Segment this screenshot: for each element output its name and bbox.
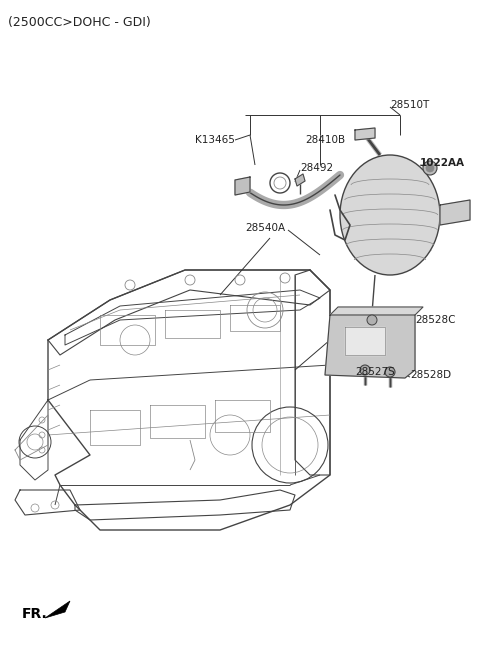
Text: 28410B: 28410B <box>305 135 345 145</box>
Circle shape <box>423 161 437 175</box>
Polygon shape <box>355 128 375 140</box>
Circle shape <box>426 164 434 172</box>
Text: (2500CC>DOHC - GDI): (2500CC>DOHC - GDI) <box>8 16 151 29</box>
Text: 28527S: 28527S <box>355 367 395 377</box>
Polygon shape <box>330 307 423 315</box>
Circle shape <box>367 315 377 325</box>
Text: FR.: FR. <box>22 607 48 621</box>
Circle shape <box>360 365 370 375</box>
Circle shape <box>385 367 395 377</box>
Text: 28492: 28492 <box>300 163 333 173</box>
Polygon shape <box>295 174 305 186</box>
Text: 28510T: 28510T <box>390 100 429 110</box>
Text: 1022AA: 1022AA <box>420 158 465 168</box>
Polygon shape <box>235 177 250 195</box>
Polygon shape <box>325 315 415 378</box>
Text: 28540A: 28540A <box>245 223 285 233</box>
Polygon shape <box>345 327 385 355</box>
Text: 28528C: 28528C <box>415 315 456 325</box>
Text: K13465: K13465 <box>195 135 235 145</box>
Text: 28528D: 28528D <box>410 370 451 380</box>
Ellipse shape <box>340 155 440 275</box>
Polygon shape <box>440 200 470 225</box>
Polygon shape <box>45 601 70 618</box>
